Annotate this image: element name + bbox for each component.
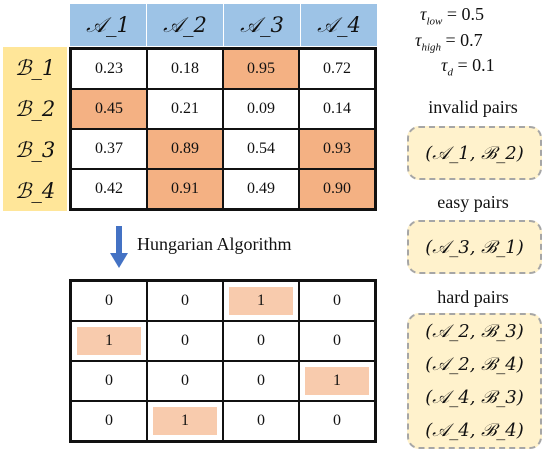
score-cell-1-4: 0.72 — [299, 49, 375, 89]
assign-cell-3-1: 0 — [71, 361, 147, 401]
row-header-b2: ℬ_2 — [3, 88, 67, 129]
score-cell-1-3: 0.95 — [223, 49, 299, 89]
easy-pairs-box: (𝒜_3, ℬ_1) — [407, 220, 542, 274]
assign-cell-2-2: 0 — [147, 321, 223, 361]
easy-pairs-title: easy pairs — [437, 192, 509, 212]
tau-subscript: low — [426, 15, 443, 28]
score-cell-2-4: 0.14 — [299, 89, 375, 129]
score-cell-3-2: 0.89 — [147, 129, 223, 169]
tau-symbol: τ — [415, 30, 422, 50]
assign-cell-3-4: 1 — [299, 361, 375, 401]
assign-value: 1 — [105, 332, 113, 349]
tau-high-threshold: τhigh = 0.7 — [415, 30, 483, 54]
score-cell-4-2: 0.91 — [147, 169, 223, 209]
assign-value: 1 — [257, 292, 265, 309]
row-header-b4: ℬ_4 — [3, 170, 67, 211]
tau-symbol: τ — [441, 55, 448, 75]
tau-value: = 0.7 — [445, 30, 483, 50]
algorithm-label: Hungarian Algorithm — [137, 234, 292, 254]
invalid-pairs-box: (𝒜_1, ℬ_2) — [407, 126, 542, 180]
score-cell-2-3: 0.09 — [223, 89, 299, 129]
assign-cell-4-4: 0 — [299, 401, 375, 441]
pair-item: (𝒜_3, ℬ_1) — [425, 236, 524, 258]
score-cell-4-3: 0.49 — [223, 169, 299, 209]
column-header-a3: 𝒜_3 — [224, 4, 300, 46]
tau-symbol: τ — [420, 4, 427, 24]
tau-low-threshold: τlow = 0.5 — [420, 4, 484, 28]
score-matrix: 0.23 0.18 0.95 0.72 0.45 0.21 0.09 0.14 … — [69, 47, 377, 211]
score-cell-4-1: 0.42 — [71, 169, 147, 209]
column-header-a4: 𝒜_4 — [301, 4, 377, 46]
tau-value: = 0.1 — [457, 55, 495, 75]
assign-cell-3-2: 0 — [147, 361, 223, 401]
assign-cell-4-2: 1 — [147, 401, 223, 441]
assign-cell-3-3: 0 — [223, 361, 299, 401]
assign-value: 1 — [181, 412, 189, 429]
score-cell-2-2: 0.21 — [147, 89, 223, 129]
assign-cell-1-3: 1 — [223, 281, 299, 321]
score-cell-2-1: 0.45 — [71, 89, 147, 129]
tau-subscript: d — [447, 66, 453, 79]
hard-pairs-box: (𝒜_2, ℬ_3) (𝒜_2, ℬ_4) (𝒜_4, ℬ_3) (𝒜_4, ℬ… — [407, 313, 542, 449]
score-cell-4-4: 0.90 — [299, 169, 375, 209]
assign-cell-4-3: 0 — [223, 401, 299, 441]
assign-cell-2-1: 1 — [71, 321, 147, 361]
pair-item: (𝒜_2, ℬ_3) — [425, 321, 524, 342]
tau-subscript: high — [421, 41, 442, 54]
pair-item: (𝒜_4, ℬ_3) — [425, 387, 524, 408]
assign-cell-2-3: 0 — [223, 321, 299, 361]
pair-item: (𝒜_4, ℬ_4) — [425, 420, 524, 441]
assign-cell-2-4: 0 — [299, 321, 375, 361]
row-header-b1: ℬ_1 — [3, 47, 67, 88]
hard-pairs-title: hard pairs — [437, 287, 509, 307]
score-cell-3-4: 0.93 — [299, 129, 375, 169]
score-cell-3-3: 0.54 — [223, 129, 299, 169]
assign-cell-1-1: 0 — [71, 281, 147, 321]
tau-d-threshold: τd = 0.1 — [441, 55, 495, 79]
column-header-a2: 𝒜_2 — [147, 4, 223, 46]
assign-cell-1-4: 0 — [299, 281, 375, 321]
score-cell-1-1: 0.23 — [71, 49, 147, 89]
assign-cell-1-2: 0 — [147, 281, 223, 321]
pair-item: (𝒜_2, ℬ_4) — [425, 354, 524, 375]
column-header-a1: 𝒜_1 — [70, 4, 146, 46]
score-cell-1-2: 0.18 — [147, 49, 223, 89]
down-arrow-icon — [110, 226, 128, 268]
assignment-matrix: 0 0 1 0 1 0 0 0 0 0 0 1 0 1 0 0 — [69, 279, 377, 443]
row-header-b3: ℬ_3 — [3, 129, 67, 170]
assign-cell-4-1: 0 — [71, 401, 147, 441]
assign-value: 1 — [333, 372, 341, 389]
invalid-pairs-title: invalid pairs — [428, 97, 518, 117]
pair-item: (𝒜_1, ℬ_2) — [425, 142, 524, 164]
tau-value: = 0.5 — [446, 4, 485, 24]
score-cell-3-1: 0.37 — [71, 129, 147, 169]
